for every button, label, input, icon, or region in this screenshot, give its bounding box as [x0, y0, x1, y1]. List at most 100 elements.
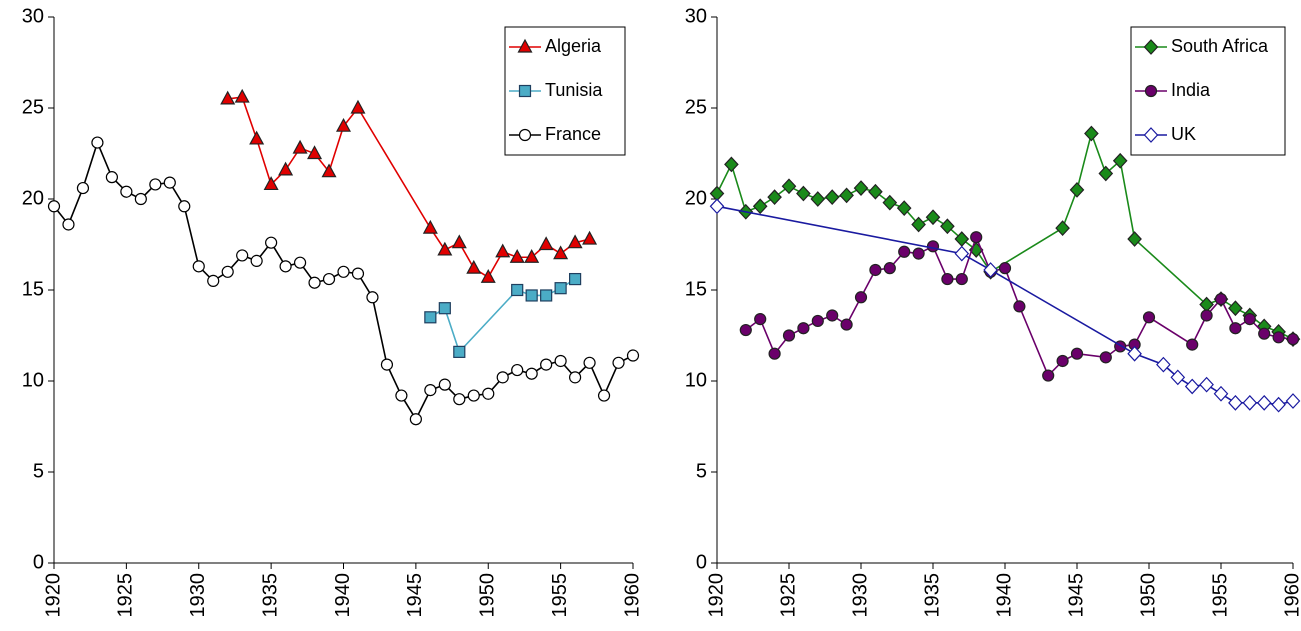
marker — [424, 311, 437, 324]
x-tick-label: 1935 — [921, 573, 943, 618]
marker — [970, 231, 983, 244]
marker — [438, 302, 451, 315]
marker — [898, 245, 911, 258]
marker — [518, 128, 532, 142]
marker — [466, 259, 482, 274]
marker — [467, 389, 480, 402]
marker — [192, 260, 205, 273]
x-tick-label: 1950 — [477, 573, 499, 618]
marker — [265, 236, 278, 249]
marker — [308, 276, 321, 289]
marker — [495, 243, 511, 258]
marker — [882, 194, 898, 211]
x-tick-label: 1960 — [621, 573, 643, 618]
marker — [1214, 293, 1228, 306]
marker — [782, 329, 796, 342]
x-tick-label: 1920 — [705, 573, 727, 618]
marker — [380, 358, 394, 371]
marker — [998, 262, 1012, 275]
marker — [811, 314, 824, 328]
marker — [1243, 313, 1256, 326]
x-tick-label: 1960 — [1281, 573, 1301, 618]
marker — [62, 218, 75, 231]
marker — [1127, 345, 1142, 362]
legend-label: Tunisia — [545, 80, 603, 100]
x-tick-label: 1925 — [777, 573, 799, 618]
y-tick-label: 10 — [22, 369, 44, 391]
legend-label: Algeria — [545, 36, 602, 56]
marker — [1055, 220, 1070, 237]
marker — [911, 216, 926, 233]
marker — [853, 180, 869, 196]
marker — [366, 291, 379, 304]
marker — [754, 313, 767, 326]
marker — [1070, 347, 1084, 360]
marker — [739, 323, 752, 337]
marker — [1156, 356, 1171, 373]
marker — [925, 209, 941, 226]
marker — [1069, 182, 1085, 198]
x-tick-label: 1955 — [549, 573, 571, 618]
marker — [1170, 369, 1186, 386]
legend-label: India — [1171, 80, 1211, 100]
marker — [1013, 300, 1026, 313]
marker — [540, 289, 553, 302]
marker — [453, 345, 466, 358]
marker — [278, 161, 294, 176]
legend-label: UK — [1171, 124, 1196, 144]
marker — [292, 139, 308, 154]
marker — [538, 236, 554, 251]
y-tick-label: 0 — [33, 551, 44, 573]
marker — [134, 192, 147, 206]
marker — [767, 189, 782, 206]
marker — [1228, 394, 1243, 411]
marker — [568, 272, 582, 286]
marker — [451, 234, 467, 249]
marker — [854, 291, 868, 304]
marker — [149, 178, 162, 191]
marker — [1256, 394, 1272, 411]
marker — [322, 272, 336, 286]
marker — [307, 145, 323, 160]
marker — [234, 88, 250, 103]
marker — [868, 183, 883, 200]
x-tick-label: 1940 — [993, 573, 1015, 618]
marker — [480, 269, 496, 283]
chart: 0 5 10 15 20 25 30 1920 1925 1930 1935 1940 1945 1950… — [685, 5, 1301, 617]
marker — [293, 256, 307, 269]
marker — [896, 200, 912, 216]
marker — [496, 371, 509, 384]
marker — [724, 156, 739, 173]
marker — [250, 254, 263, 267]
marker — [781, 178, 797, 195]
y-tick-label: 25 — [22, 96, 44, 118]
marker — [954, 245, 970, 262]
marker — [1184, 378, 1200, 395]
marker — [279, 260, 292, 273]
marker — [105, 171, 119, 184]
marker — [409, 413, 422, 426]
marker — [1127, 231, 1142, 247]
marker — [350, 99, 366, 114]
marker — [263, 176, 279, 191]
marker — [1099, 351, 1112, 364]
legend: South Africa India UK — [1130, 26, 1286, 156]
marker — [395, 389, 408, 402]
x-tick-label: 1935 — [259, 573, 281, 618]
chart: 0 5 10 15 20 25 30 1920 1925 1930 1935 1940 1945 1950… — [22, 5, 644, 617]
legend-label: France — [545, 124, 601, 144]
marker — [597, 389, 611, 402]
marker — [941, 272, 954, 286]
marker — [1272, 331, 1285, 344]
x-tick-label: 1930 — [849, 573, 871, 618]
marker — [91, 136, 104, 149]
marker — [826, 309, 839, 322]
x-tick-label: 1945 — [404, 573, 426, 618]
marker — [221, 265, 234, 278]
x-tick-label: 1920 — [42, 573, 64, 618]
marker — [509, 248, 525, 263]
marker — [1042, 369, 1055, 382]
y-tick-label: 0 — [696, 551, 707, 573]
marker — [236, 249, 249, 262]
marker — [351, 267, 365, 280]
